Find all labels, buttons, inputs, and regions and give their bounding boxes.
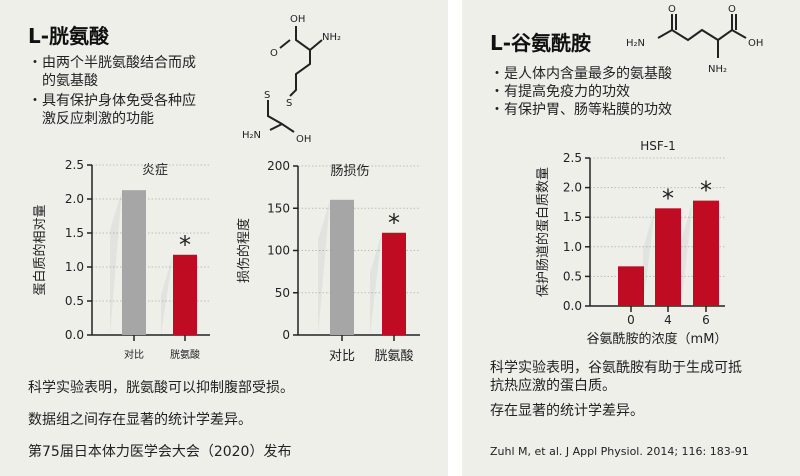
- bar: [330, 199, 354, 335]
- cystine-significance-text: 数据组之间存在显著的统计学差异。: [28, 412, 252, 428]
- cystine-title: L-胱氨酸: [28, 24, 110, 48]
- glutamine-bullet: ・有保护胃、肠等粘膜的功效: [490, 102, 672, 118]
- glutamine-result-text: 抗热应激的蛋白质。: [490, 378, 616, 394]
- bar-shadow: [370, 232, 382, 335]
- y-axis-label: 损伤的程度: [236, 218, 252, 283]
- chart-title: HSF-1: [640, 139, 676, 153]
- bar-shadow: [643, 208, 655, 306]
- bar: [618, 266, 644, 306]
- glutamine-title: L-谷氨酰胺: [490, 31, 592, 55]
- y-tick-label: 1.0: [65, 260, 84, 274]
- y-tick-label: 2.5: [65, 158, 84, 172]
- molecule-label: H₂N: [626, 38, 645, 49]
- significance-asterisk: *: [662, 184, 674, 212]
- bar: [655, 208, 681, 306]
- molecule-label: O: [668, 4, 676, 15]
- bar: [173, 254, 197, 335]
- molecule-label: O: [728, 4, 736, 15]
- x-axis-label: 谷氨酰胺的浓度（mM）: [587, 331, 728, 347]
- y-tick-label: 2.5: [563, 151, 582, 165]
- bar: [382, 232, 406, 335]
- glutamine-molecule: O O H₂N OH NH₂: [626, 4, 763, 75]
- significance-asterisk: *: [388, 209, 400, 237]
- bar-shadow: [606, 266, 618, 307]
- y-tick-label: 50: [275, 286, 290, 300]
- x-tick-label: 对比: [329, 349, 355, 364]
- x-tick-label: 6: [702, 313, 710, 327]
- y-tick-label: 0.5: [563, 269, 582, 283]
- y-axis-label: 保护肠道的蛋白质数量: [535, 167, 551, 297]
- y-tick-label: 200: [267, 159, 290, 173]
- x-tick-label: 对比: [124, 348, 144, 361]
- y-tick-label: 2.0: [65, 192, 84, 206]
- bar-shadow: [318, 199, 330, 335]
- chart-title: 肠损伤: [330, 164, 369, 179]
- bar-shadow: [110, 190, 122, 335]
- y-tick-label: 0.0: [65, 328, 84, 342]
- y-tick-label: 1.0: [563, 240, 582, 254]
- molecule-label: O: [270, 48, 278, 59]
- cystine-bullet: ・由两个半胱氨酸结合而成: [28, 55, 196, 71]
- cystine-bullet: ・具有保护身体免受各种应: [28, 93, 196, 109]
- y-tick-label: 150: [267, 201, 290, 215]
- glutamine-bullet: ・有提高免疫力的功效: [490, 84, 630, 100]
- y-tick-label: 2.0: [563, 181, 582, 195]
- y-tick-label: 1.5: [563, 210, 582, 224]
- y-tick-label: 0: [282, 328, 290, 342]
- chart-title: 炎症: [142, 163, 168, 178]
- x-tick-label: 4: [664, 313, 672, 327]
- y-tick-label: 0.0: [563, 299, 582, 313]
- y-tick-label: 0.5: [65, 294, 84, 308]
- molecule-label: NH₂: [322, 32, 341, 43]
- x-tick-label: 0: [627, 313, 635, 327]
- molecule-label: S: [264, 90, 270, 101]
- molecule-label: NH₂: [708, 64, 727, 75]
- significance-asterisk: *: [700, 177, 712, 205]
- cystine-source-text: 第75届日本体力医学会大会（2020）发布: [28, 444, 292, 460]
- cystine-bullet: 的氨基酸: [28, 73, 98, 89]
- glutamine-bullet: ・是人体内含量最多的氨基酸: [490, 66, 672, 82]
- molecule-label: H₂N: [242, 130, 261, 141]
- molecule-label: OH: [290, 14, 305, 25]
- x-tick-label: 胱氨酸: [374, 349, 413, 364]
- cystine-panel: L-胱氨酸 ・由两个半胱氨酸结合而成 的氨基酸 ・具有保护身体免受各种应 激反应…: [0, 0, 448, 476]
- molecule-label: OH: [748, 38, 763, 49]
- glutamine-significance-text: 存在显著的统计学差异。: [490, 403, 644, 419]
- bar: [693, 200, 719, 306]
- y-tick-label: 1.5: [65, 226, 84, 240]
- glutamine-result-text: 科学实验表明，谷氨酰胺有助于生成可抵: [490, 360, 742, 376]
- bar-shadow: [161, 254, 173, 335]
- y-axis-label: 蛋白质的相对量: [32, 204, 48, 295]
- molecule-label: OH: [296, 134, 311, 145]
- bar-shadow: [681, 200, 693, 306]
- citation: Zuhl M, et al. J Appl Physiol. 2014; 116…: [490, 445, 749, 458]
- cystine-result-text: 科学实验表明，胱氨酸可以抑制腹部受损。: [28, 380, 294, 396]
- cystine-molecule: OH O NH₂ S S H₂N OH: [242, 14, 341, 145]
- cystine-bullet: 激反应刺激的功能: [28, 111, 154, 127]
- glutamine-panel: L-谷氨酰胺 ・是人体内含量最多的氨基酸 ・有提高免疫力的功效 ・有保护胃、肠等…: [462, 0, 800, 476]
- molecule-label: S: [286, 98, 292, 109]
- x-tick-label: 胱氨酸: [170, 348, 200, 361]
- y-tick-label: 100: [267, 244, 290, 258]
- bar: [122, 190, 146, 335]
- significance-asterisk: *: [179, 231, 191, 259]
